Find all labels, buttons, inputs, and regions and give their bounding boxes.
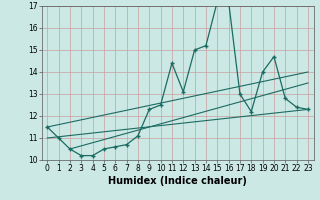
- X-axis label: Humidex (Indice chaleur): Humidex (Indice chaleur): [108, 176, 247, 186]
